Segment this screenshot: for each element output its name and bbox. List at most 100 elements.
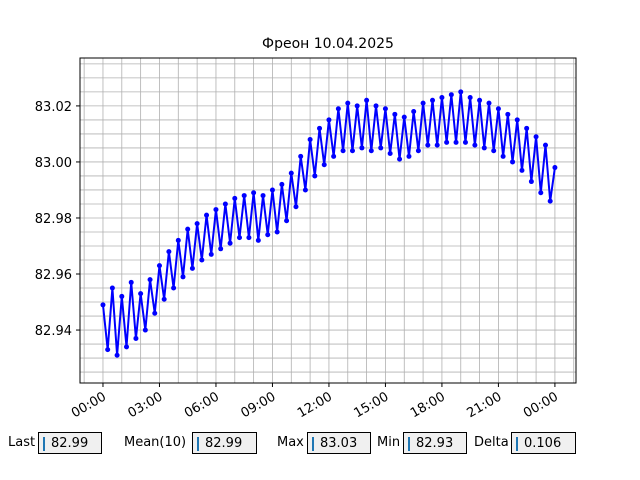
data-point <box>241 193 247 199</box>
data-point <box>302 187 308 193</box>
data-point <box>500 153 506 159</box>
data-point <box>387 151 393 157</box>
x-tick-label: 12:00 <box>295 389 335 421</box>
plot-frame <box>79 57 577 384</box>
data-point <box>481 145 487 151</box>
data-point <box>288 170 294 176</box>
widget-label: Last <box>8 435 36 450</box>
data-point <box>486 100 492 106</box>
data-point <box>124 344 130 350</box>
y-tick-label: 83.00 <box>35 156 72 171</box>
data-point <box>307 137 313 143</box>
data-point <box>213 207 219 213</box>
x-tick-label: 03:00 <box>126 389 166 421</box>
x-tick-label: 00:00 <box>521 389 561 421</box>
data-point <box>335 106 341 112</box>
data-point <box>448 92 454 98</box>
data-point <box>166 249 172 255</box>
data-point <box>180 274 186 280</box>
data-point <box>312 173 318 179</box>
data-point <box>373 103 379 109</box>
data-point <box>397 156 403 162</box>
data-point <box>279 181 285 187</box>
data-point <box>368 148 374 154</box>
data-point <box>105 347 111 353</box>
data-point <box>317 125 323 131</box>
data-point <box>345 100 351 106</box>
text-box[interactable]: 82.93 <box>403 432 467 454</box>
text-box[interactable]: 82.99 <box>38 432 102 454</box>
widget-label: Delta <box>474 435 509 450</box>
data-point <box>382 106 388 112</box>
chart: Фреон 10.04.2025 82.94 82.96 82.98 83.00 83.… <box>35 36 577 421</box>
data-point <box>222 201 228 207</box>
data-point <box>109 285 115 291</box>
x-tick-label: 00:00 <box>69 389 109 421</box>
text-box[interactable]: 82.99 <box>192 432 257 454</box>
chart-title: Фреон 10.04.2025 <box>262 36 394 52</box>
x-tick-label: 06:00 <box>182 389 222 421</box>
data-point <box>349 148 355 154</box>
x-tick-label: 09:00 <box>239 389 279 421</box>
data-point <box>425 142 431 148</box>
data-point <box>378 145 384 151</box>
data-point <box>533 134 539 140</box>
text-box[interactable]: 0.106 <box>511 432 576 454</box>
widget-label: Max <box>277 435 304 450</box>
data-point <box>269 187 275 193</box>
data-point <box>161 296 167 302</box>
data-point <box>284 218 290 224</box>
data-point <box>434 142 440 148</box>
data-point <box>274 229 280 235</box>
data-point <box>321 162 327 168</box>
data-point <box>194 221 200 227</box>
data-point <box>444 139 450 145</box>
data-point <box>119 293 125 299</box>
data-point <box>542 142 548 148</box>
data-point <box>354 103 360 109</box>
widget-label: Mean(10) <box>124 435 187 450</box>
data-point <box>175 237 181 243</box>
data-point <box>524 125 530 131</box>
data-point <box>100 302 106 308</box>
data-point <box>142 327 148 333</box>
data-point <box>491 148 497 154</box>
data-point <box>326 117 332 123</box>
data-point <box>359 145 365 151</box>
data-point <box>133 335 139 341</box>
data-point <box>189 265 195 271</box>
widget-label: Min <box>377 435 401 450</box>
data-point <box>510 159 516 165</box>
data-point <box>208 251 214 257</box>
data-point <box>171 285 177 291</box>
data-point <box>430 97 436 103</box>
data-point <box>298 153 304 159</box>
data-point <box>392 111 398 117</box>
data-point <box>514 117 520 123</box>
data-point <box>439 95 445 101</box>
data-point <box>236 235 242 241</box>
data-point <box>453 139 459 145</box>
x-tick-label: 15:00 <box>351 389 391 421</box>
data-point <box>251 190 257 196</box>
data-point <box>128 279 134 285</box>
data-point <box>232 195 238 201</box>
data-point <box>415 148 421 154</box>
text-box[interactable]: 83.03 <box>307 432 371 454</box>
data-point <box>260 193 266 199</box>
data-point <box>406 153 412 159</box>
data-point <box>331 153 337 159</box>
data-point <box>505 111 511 117</box>
y-tick-label: 82.98 <box>35 212 72 227</box>
data-point <box>152 310 158 316</box>
data-point <box>462 139 468 145</box>
data-point <box>411 109 417 115</box>
data-point <box>255 237 261 243</box>
data-point <box>420 100 426 106</box>
data-point <box>528 179 534 185</box>
data-point <box>552 165 558 171</box>
data-point <box>265 232 271 238</box>
data-point <box>246 235 252 241</box>
data-point <box>156 263 162 269</box>
